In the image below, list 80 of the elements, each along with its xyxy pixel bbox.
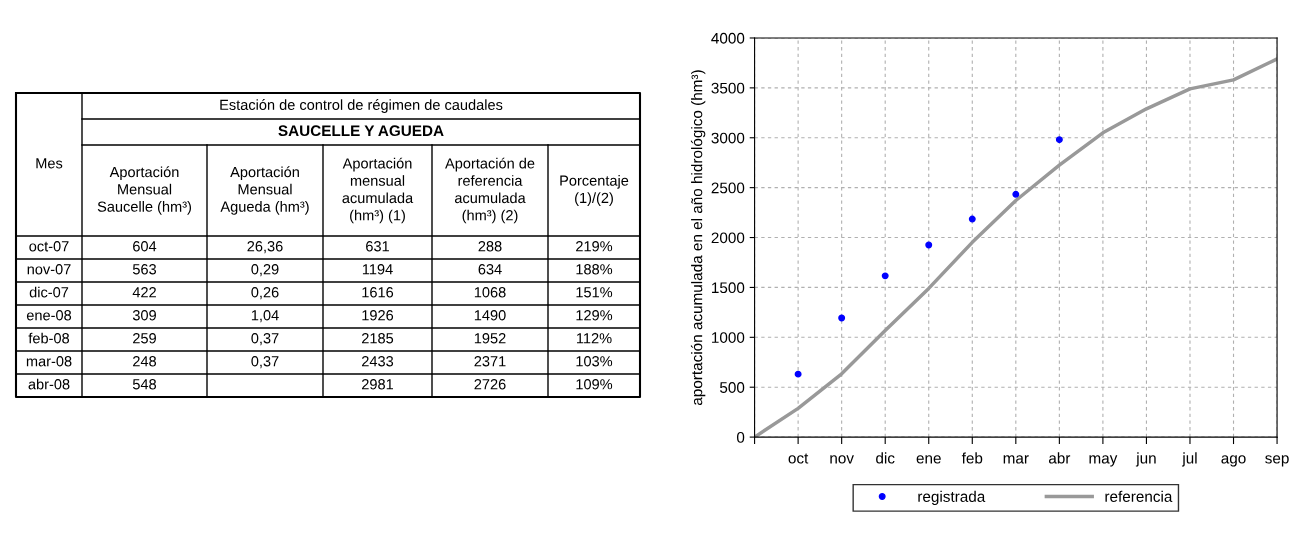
y-tick-label: 500 xyxy=(719,382,745,393)
text: 2371 xyxy=(474,356,506,367)
point xyxy=(794,370,802,378)
text: 1068 xyxy=(474,287,506,298)
text: 103% xyxy=(576,356,613,367)
x-tick-label: sep xyxy=(1265,455,1289,467)
text: 2433 xyxy=(362,356,394,367)
y-tick-label: 1000 xyxy=(712,332,745,343)
text: 259 xyxy=(133,333,156,344)
text: 1194 xyxy=(362,264,393,275)
text: 631 xyxy=(366,241,389,252)
x-tick-label: ene xyxy=(916,455,941,464)
point xyxy=(1055,136,1063,144)
text: 2185 xyxy=(362,333,394,344)
text: 109% xyxy=(576,379,613,390)
y-tick-label: 2000 xyxy=(711,232,745,244)
x-tick-label: abr xyxy=(1048,452,1071,464)
text: 0,29 xyxy=(251,264,279,277)
legend-label: referencia xyxy=(1105,490,1173,502)
text: 548 xyxy=(132,379,157,390)
y-tick-label: 4000 xyxy=(711,32,745,44)
point xyxy=(968,215,976,223)
y-tick-label: 3500 xyxy=(711,82,745,94)
legend-label: registrada xyxy=(918,490,986,505)
category-label: Aportación de referencia acumulada (hm³) (2) xyxy=(445,157,535,224)
text: Estación de control de régimen de caudales xyxy=(220,99,503,113)
text: 1926 xyxy=(362,310,394,321)
text: 309 xyxy=(132,310,156,321)
y-axis-title: aportación acumulada en el año hidrológico (hm³) xyxy=(690,70,706,406)
x-tick-label: ago xyxy=(1221,455,1246,467)
text: 1952 xyxy=(474,333,506,344)
category-label: Porcentaje (1)/(2) xyxy=(560,175,629,206)
text: nov-07 xyxy=(27,264,71,275)
text: 422 xyxy=(132,287,156,298)
text: 0,37 xyxy=(251,333,279,346)
text: 112% xyxy=(577,333,612,344)
text: 151% xyxy=(576,287,613,298)
point xyxy=(1012,190,1020,198)
text: 0,37 xyxy=(251,356,279,369)
text: abr-08 xyxy=(28,378,70,390)
text: 563 xyxy=(132,264,157,275)
text: SAUCELLE Y AGUEDA xyxy=(278,125,444,137)
text: 0,26 xyxy=(251,287,279,300)
text: 188% xyxy=(576,264,613,275)
x-tick-label: may xyxy=(1089,455,1118,467)
text: feb-08 xyxy=(28,332,70,344)
text: 26,36 xyxy=(247,241,283,254)
x-tick-label: mar xyxy=(1003,455,1029,464)
point xyxy=(925,241,933,249)
text: 2981 xyxy=(362,379,394,390)
point xyxy=(838,314,846,322)
text: 1616 xyxy=(362,287,394,298)
text: 604 xyxy=(133,241,157,252)
text: 288 xyxy=(478,241,502,252)
y-tick-label: 3000 xyxy=(711,132,745,144)
category-label: Aportación mensual acumulada (hm³) (1) xyxy=(342,157,414,224)
x-tick-label: oct xyxy=(788,453,809,464)
text: 129% xyxy=(576,310,613,321)
x-tick-label: jun xyxy=(1135,452,1156,467)
x-tick-label: nov xyxy=(830,455,854,464)
text: 634 xyxy=(478,264,502,275)
x-tick-label: jul xyxy=(1181,452,1197,467)
text: mar-08 xyxy=(26,356,72,367)
text: dic-07 xyxy=(29,286,69,298)
x-tick-label: dic xyxy=(876,452,895,464)
text: 1,04 xyxy=(251,310,279,323)
category-label: Aportación Mensual Saucelle (hm³) xyxy=(97,166,192,215)
category-label: Aportación Mensual Agueda (hm³) xyxy=(220,166,309,215)
x-tick-label: feb xyxy=(961,452,983,464)
y-tick-label: 1500 xyxy=(712,282,745,294)
text: 219% xyxy=(576,241,613,252)
text: oct-07 xyxy=(29,241,69,252)
text: 1490 xyxy=(474,310,506,321)
y-tick-label: 2500 xyxy=(711,182,745,194)
y-tick-label: 0 xyxy=(736,431,745,443)
category-label: Mes xyxy=(36,158,63,169)
text: 2726 xyxy=(474,379,506,390)
text: 248 xyxy=(133,356,157,367)
point xyxy=(881,272,889,280)
text: ene-08 xyxy=(26,310,72,321)
